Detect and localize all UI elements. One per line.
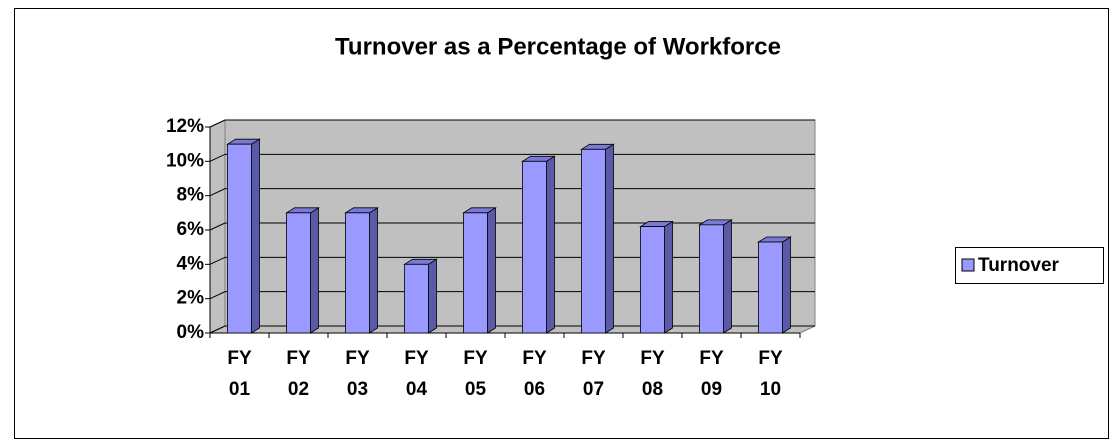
legend-box <box>955 247 1104 284</box>
bar-side <box>251 138 260 334</box>
bar-side <box>605 143 614 334</box>
grid-line <box>209 119 815 128</box>
bar <box>640 226 665 334</box>
y-tick-label: 2% <box>177 288 205 309</box>
grid-line <box>209 325 815 334</box>
x-tick-label: FY 08 <box>640 348 665 400</box>
x-tick-label: FY 04 <box>404 348 429 400</box>
bar-side <box>546 155 555 334</box>
x-tick-label: FY 01 <box>227 348 252 400</box>
x-tick-label: FY 10 <box>758 348 783 400</box>
grid-line <box>209 256 815 265</box>
chart-title: Turnover as a Percentage of Workforce <box>335 33 781 60</box>
bar <box>699 224 724 334</box>
grid-line <box>209 222 815 231</box>
grid-line <box>209 153 815 162</box>
x-tick-label: FY 06 <box>522 348 547 400</box>
bar <box>345 212 370 334</box>
y-tick-label: 4% <box>177 253 205 274</box>
x-tick-label: FY 03 <box>345 348 370 400</box>
bar <box>758 241 783 334</box>
grid-line <box>209 291 815 300</box>
legend-label: Turnover <box>978 255 1060 276</box>
bar-side <box>723 219 732 334</box>
y-tick-label: 10% <box>166 150 204 171</box>
x-tick-label: FY 05 <box>463 348 488 400</box>
y-tick-label: 8% <box>177 185 205 206</box>
bar-side <box>369 207 378 334</box>
bar-side <box>782 236 791 334</box>
bar <box>404 263 429 334</box>
bar <box>522 160 547 334</box>
bar-side <box>664 220 673 334</box>
y-tick-label: 12% <box>166 116 204 137</box>
x-tick-label: FY 07 <box>581 348 606 400</box>
bar <box>286 212 311 334</box>
bar-side <box>487 207 496 334</box>
bar-side <box>310 207 319 334</box>
bar <box>463 212 488 334</box>
x-tick-label: FY 09 <box>699 348 724 400</box>
bar <box>227 143 252 334</box>
grid-line <box>209 188 815 197</box>
legend-swatch <box>961 258 975 272</box>
x-tick-label: FY 02 <box>286 348 311 400</box>
y-tick-label: 0% <box>177 322 205 343</box>
bar-side <box>428 258 437 334</box>
y-tick-label: 6% <box>177 219 205 240</box>
bar <box>581 148 606 334</box>
